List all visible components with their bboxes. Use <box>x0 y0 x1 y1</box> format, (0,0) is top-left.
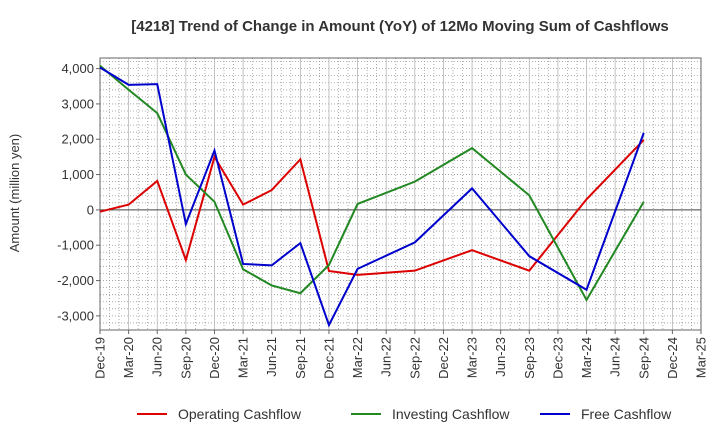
x-tick-label: Mar-21 <box>236 337 251 378</box>
x-tick-label: Mar-20 <box>121 337 136 378</box>
x-tick-label: Dec-24 <box>665 337 680 379</box>
legend-label: Investing Cashflow <box>392 406 510 422</box>
x-tick-label: Dec-23 <box>550 337 565 379</box>
x-tick-labels: Dec-19 Mar-20 Jun-20 Sep-20 Dec-20 Mar-21 Jun-… <box>93 330 709 379</box>
x-tick-label: Sep-21 <box>293 337 308 379</box>
legend-label: Free Cashflow <box>581 406 672 422</box>
chart-title: [4218] Trend of Change in Amount (YoY) o… <box>131 18 669 35</box>
y-tick-labels: 4,000 3,000 2,000 1,000 0 -1,000 -2,000 -3,000 <box>57 61 100 323</box>
legend-item-investing-cashflow: Investing Cashflow <box>351 406 510 422</box>
y-tick-label: 2,000 <box>61 132 94 147</box>
plot-frame <box>99 57 702 331</box>
y-tick-label: -2,000 <box>57 273 94 288</box>
y-tick-label: 4,000 <box>61 61 94 76</box>
x-tick-label: Mar-24 <box>579 337 594 378</box>
y-tick-label: -1,000 <box>57 238 94 253</box>
x-tick-label: Mar-25 <box>694 337 709 378</box>
legend-item-operating-cashflow: Operating Cashflow <box>137 406 302 422</box>
x-tick-label: Sep-22 <box>407 337 422 379</box>
x-tick-label: Mar-22 <box>350 337 365 378</box>
series-layer <box>99 65 645 328</box>
x-tick-label: Sep-20 <box>178 337 193 379</box>
x-tick-label: Dec-19 <box>93 337 108 379</box>
x-tick-label: Dec-20 <box>207 337 222 379</box>
legend: Operating Cashflow Investing Cashflow Free… <box>137 406 672 422</box>
x-tick-label: Jun-24 <box>608 337 623 377</box>
series-line-operating-cashflow <box>99 139 645 276</box>
grid <box>100 58 701 331</box>
x-tick-label: Sep-24 <box>636 337 651 379</box>
x-tick-label: Sep-23 <box>522 337 537 379</box>
x-tick-label: Dec-22 <box>436 337 451 379</box>
x-tick-label: Jun-22 <box>379 337 394 377</box>
legend-item-free-cashflow: Free Cashflow <box>540 406 672 422</box>
y-axis-label: Amount (million yen) <box>7 134 22 253</box>
y-tick-label: 3,000 <box>61 96 94 111</box>
x-tick-label: Jun-20 <box>150 337 165 377</box>
x-tick-label: Mar-23 <box>465 337 480 378</box>
series-line-free-cashflow <box>99 66 645 328</box>
x-tick-label: Dec-21 <box>321 337 336 379</box>
y-tick-label: 1,000 <box>61 167 94 182</box>
x-tick-label: Jun-21 <box>264 337 279 377</box>
y-tick-label: -3,000 <box>57 308 94 323</box>
series-line-investing-cashflow <box>99 65 645 303</box>
x-tick-label: Jun-23 <box>493 337 508 377</box>
y-tick-label: 0 <box>87 202 94 217</box>
legend-label: Operating Cashflow <box>178 406 302 422</box>
